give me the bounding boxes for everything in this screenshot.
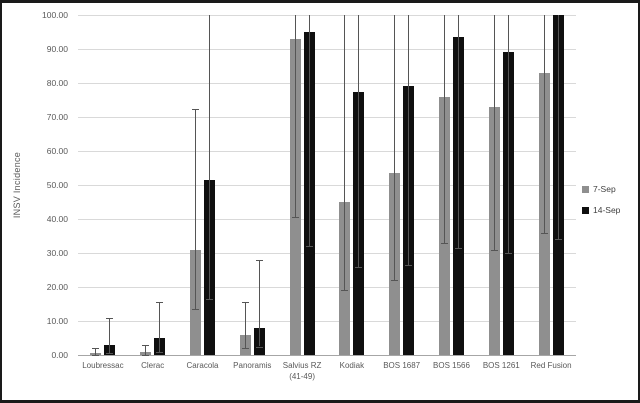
error-bar-line: [557, 15, 559, 240]
error-bar-cap-low: [554, 239, 562, 241]
y-tick-label: 100.00: [42, 10, 68, 20]
error-bar-cap-low: [92, 355, 100, 356]
legend-swatch-7-sep: [582, 185, 589, 193]
error-bar-cap-low: [106, 353, 114, 355]
error-bar-cap-low: [490, 249, 498, 251]
error-bar-line: [159, 302, 161, 352]
y-tick-label: 20.00: [46, 282, 68, 292]
error-bar-line: [294, 15, 296, 218]
gridline: [78, 219, 576, 220]
legend: 7-Sep 14-Sep: [582, 184, 620, 226]
gridline: [78, 49, 576, 50]
gridline: [78, 321, 576, 322]
x-category-label: Salvius RZ (41-49): [282, 361, 322, 381]
error-bar-cap-low: [540, 232, 548, 234]
error-bar-cap-low: [156, 351, 164, 353]
error-bar-line: [543, 15, 545, 233]
x-category-label: BOS 1261: [482, 361, 520, 370]
gridline: [78, 15, 576, 16]
gridline: [78, 117, 576, 118]
gridline: [78, 287, 576, 288]
error-bar-cap-high: [92, 348, 100, 350]
error-bar-line: [344, 15, 346, 291]
legend-item-14-sep: 14-Sep: [582, 205, 620, 215]
gridline: [78, 355, 576, 356]
error-bar-cap-low: [206, 298, 213, 300]
y-tick-label: 40.00: [46, 214, 68, 224]
error-bar-cap-low: [341, 290, 349, 292]
x-category-label: BOS 1566: [433, 361, 470, 370]
gridline: [78, 151, 576, 152]
error-bar-cap-low: [241, 348, 249, 350]
gridline: [78, 253, 576, 254]
x-category-label: Caracola: [186, 361, 219, 370]
gridline: [78, 83, 576, 84]
y-axis-labels: 0.00 10.00 20.00 30.00 40.00 50.00 60.00 70.00 8…: [28, 10, 72, 360]
y-tick-label: 50.00: [46, 180, 68, 190]
error-bar-line: [109, 317, 111, 354]
error-bar-line: [209, 15, 210, 299]
legend-swatch-14-sep: [582, 206, 589, 214]
error-bar-line: [394, 15, 396, 281]
error-bar-cap-low: [455, 247, 462, 249]
error-bar-cap-high: [241, 302, 249, 304]
y-tick-label: 10.00: [46, 316, 68, 326]
error-bar-cap-low: [192, 309, 199, 311]
y-tick-label: 90.00: [46, 44, 68, 54]
error-bar-cap-high: [255, 259, 263, 261]
error-bar-cap-high: [192, 108, 199, 110]
x-category-label: Red Fusion: [530, 361, 572, 370]
error-bar-line: [358, 15, 360, 267]
error-bar-line: [507, 15, 509, 253]
y-tick-label: 30.00: [46, 248, 68, 258]
y-tick-label: 60.00: [46, 146, 68, 156]
gridline: [78, 185, 576, 186]
error-bar-line: [444, 15, 445, 243]
error-bar-line: [408, 15, 410, 265]
x-category-label: Panoramis: [233, 361, 272, 370]
error-bar-line: [145, 344, 147, 355]
error-bar-cap-low: [305, 246, 313, 248]
legend-label-7-sep: 7-Sep: [593, 184, 616, 194]
legend-item-7-sep: 7-Sep: [582, 184, 620, 194]
error-bar-line: [258, 259, 260, 347]
error-bar-line: [195, 108, 196, 310]
x-category-label: BOS 1687: [383, 361, 421, 370]
error-bar-cap-high: [142, 344, 150, 346]
error-bar-cap-low: [142, 355, 150, 356]
error-bar-line: [95, 348, 97, 355]
error-bar-cap-low: [441, 242, 448, 244]
x-axis-labels: Loubressac Clerac Caracola Panoramis Salvius…: [78, 361, 576, 395]
error-bar-line: [244, 302, 246, 349]
error-bar-cap-low: [255, 346, 263, 348]
error-bar-line: [458, 15, 459, 248]
error-bar-cap-low: [405, 264, 413, 266]
plot-area: [78, 15, 576, 356]
y-tick-label: 70.00: [46, 112, 68, 122]
error-bar-cap-high: [106, 317, 114, 319]
error-bar-cap-low: [291, 217, 299, 219]
y-axis-title: INSV Incidence: [12, 151, 22, 219]
error-bar-cap-high: [156, 302, 164, 304]
error-bar-cap-low: [504, 253, 512, 254]
error-bar-cap-low: [355, 266, 363, 268]
x-category-label: Loubressac: [82, 361, 124, 370]
x-category-label: Kodiak: [339, 361, 365, 370]
error-bar-line: [493, 15, 495, 250]
error-bar-cap-low: [391, 280, 399, 282]
x-category-label: Clerac: [141, 361, 165, 370]
legend-label-14-sep: 14-Sep: [593, 205, 621, 215]
y-tick-label: 80.00: [46, 78, 68, 88]
error-bar-line: [308, 15, 310, 247]
y-tick-label: 0.00: [51, 350, 68, 360]
